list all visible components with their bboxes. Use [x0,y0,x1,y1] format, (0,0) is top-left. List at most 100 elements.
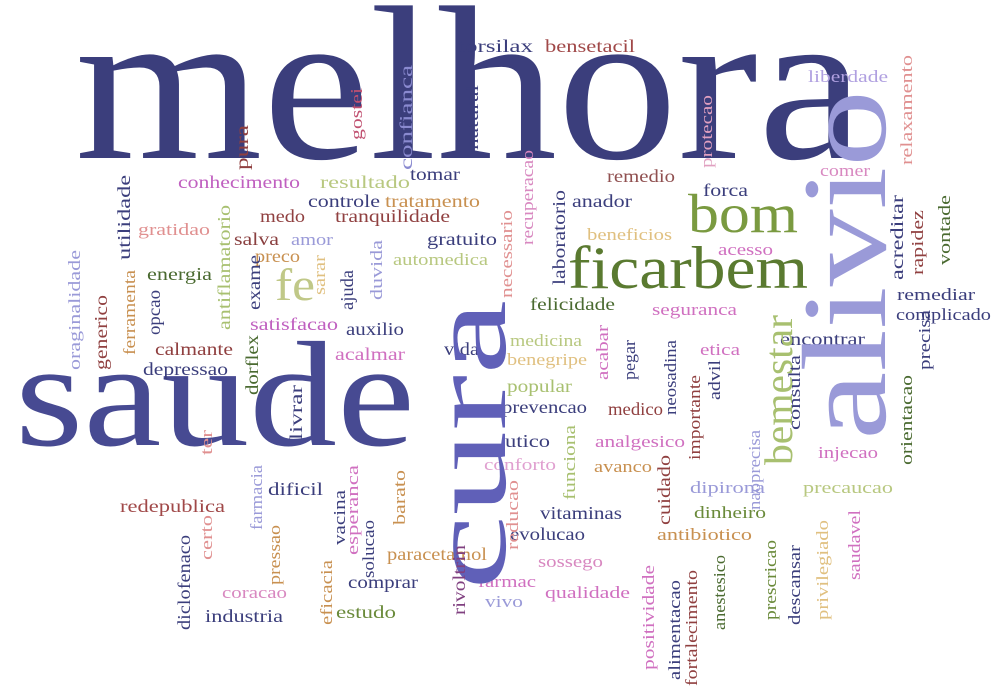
word: precisa [915,309,934,370]
word: tomar [410,164,460,184]
word: qualidade [545,583,630,602]
word: descansar [785,545,804,625]
word: protecao [697,95,716,168]
word: acalmar [335,344,405,364]
word: melhora [75,0,865,206]
word: sossego [538,552,603,571]
word: reducao [503,480,522,550]
word: anador [572,191,632,211]
word: recuperacao [518,150,537,245]
word: farmac [478,572,537,591]
word: positividade [639,565,658,670]
word: certo [197,515,216,560]
word: dipirona [690,478,766,497]
word: conforto [484,455,556,474]
word: opcao [144,290,164,335]
word: avanco [594,457,652,476]
word: ter [197,430,216,455]
word: antibiotico [657,525,752,544]
word: tratamento [385,191,480,211]
word: salva [234,229,279,249]
word: orientacao [897,375,916,465]
word: comprar [348,572,418,592]
word: popular [507,376,572,396]
word: analgesico [595,432,685,451]
word: ficarbem [568,235,808,301]
word: torsilax [458,36,533,56]
word: ajuda [337,270,357,310]
word: eficacia [317,559,336,625]
word: estudo [336,602,396,622]
word: oraginalidade [65,250,84,370]
word: duvida [367,239,386,300]
word: dorflex [242,335,262,395]
word: acreditar [887,195,907,280]
word: generico [91,295,111,370]
word: redepublica [120,496,225,516]
word: laboratorio [549,190,569,285]
word: medo [260,206,305,226]
word: injecao [818,443,878,462]
word: seguranca [652,300,738,319]
word: forca [703,180,748,200]
word: naoprecisa [745,430,764,510]
word: vivo [485,592,523,611]
word: automedica [393,250,489,269]
word: utilidade [114,175,134,260]
word: alimentacao [665,580,684,680]
word: necessario [497,210,516,298]
word: remediar [897,285,975,304]
word: natural [462,85,482,150]
word: acabar [593,325,612,380]
word: etica [700,340,741,359]
word: livrar [286,385,306,440]
word: anestesico [710,555,729,630]
word: confianca [396,65,416,170]
word: amor [291,230,333,249]
word: bensetacil [545,36,635,56]
word: preco [255,246,300,266]
word: calmante [155,339,233,359]
word: vacina [330,489,349,545]
word: remedio [607,166,675,186]
word: bom [688,183,798,244]
word: encontrar [780,329,865,349]
word: advil [705,360,724,400]
word: pegar [620,340,639,380]
word: medicina [510,331,583,350]
word: relaxamento [897,55,916,165]
word: vontade [935,195,954,265]
word: bemestar [756,315,801,465]
word: conhecimento [178,172,300,192]
word: medico [608,399,663,419]
word: sarar [310,255,329,295]
word: depressao [143,359,228,379]
word: dificil [268,479,323,499]
word: farmacia [247,465,266,530]
word: gratidao [138,220,210,239]
word: pura [232,125,252,170]
word: precaucao [803,478,893,497]
word: fortalecimento [682,570,701,686]
word: antiflamatorio [214,205,234,330]
word: comer [820,161,870,180]
word: tranquilidade [335,206,450,226]
word: saude [15,312,415,478]
word: diclofenaco [174,535,194,630]
word: vida [444,339,479,359]
word: cura [407,300,529,590]
word: prescricao [761,540,780,620]
word: acesso [718,240,773,259]
word: gostei [347,88,366,140]
word: complicado [896,305,991,324]
word: vitaminas [540,503,622,523]
word: consulta [785,354,804,430]
word: liberdade [808,67,888,86]
word: paracetamol [387,544,487,564]
word: pressao [265,525,284,585]
word: saudavel [845,510,864,580]
word: fe [275,260,315,310]
word: satisfacao [250,314,338,334]
word: prevencao [502,397,587,417]
word: importante [685,375,704,460]
